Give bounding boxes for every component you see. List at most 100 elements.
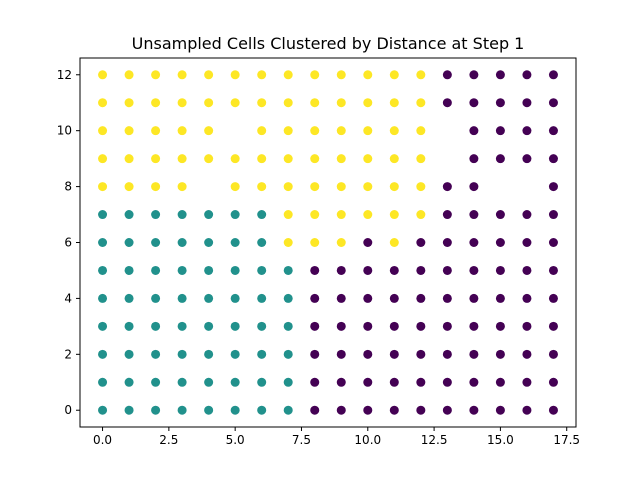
data-point-teal [257,238,267,247]
data-point-teal [151,238,161,247]
data-point-teal [204,321,214,331]
data-point-purple [495,98,505,108]
data-point-purple [389,349,399,359]
data-point-yellow [363,98,373,108]
data-point-teal [204,210,214,220]
data-point-yellow [283,126,293,136]
data-point-purple [522,293,532,303]
data-point-purple [548,126,558,136]
data-point-teal [257,377,267,387]
data-point-teal [124,238,134,247]
data-point-teal [230,265,240,275]
data-point-purple [522,238,532,247]
data-point-purple [548,182,558,192]
data-point-purple [469,377,479,387]
data-point-purple [363,293,373,303]
data-point-purple [495,70,505,80]
y-tick-label: 6 [64,236,72,250]
data-point-teal [124,349,134,359]
data-point-purple [389,405,399,415]
data-point-yellow [336,210,346,220]
data-point-yellow [336,126,346,136]
data-point-yellow [336,238,346,247]
data-point-purple [363,349,373,359]
data-point-yellow [336,154,346,164]
y-tick-label: 0 [64,403,72,417]
data-point-teal [151,265,161,275]
data-point-teal [257,265,267,275]
data-point-teal [98,293,108,303]
data-point-purple [469,98,479,108]
x-tick-label: 5.0 [226,433,245,447]
data-point-yellow [416,98,426,108]
data-point-yellow [98,98,108,108]
data-point-yellow [230,182,240,192]
data-point-teal [230,293,240,303]
data-point-purple [469,70,479,80]
data-point-purple [336,405,346,415]
data-point-teal [230,405,240,415]
data-point-teal [177,293,187,303]
data-point-purple [363,321,373,331]
data-point-teal [257,405,267,415]
data-point-purple [495,349,505,359]
data-point-purple [548,154,558,164]
data-point-yellow [416,210,426,220]
points-layer [98,70,558,415]
data-point-teal [230,321,240,331]
data-point-yellow [363,210,373,220]
data-point-yellow [151,70,161,80]
data-point-purple [363,377,373,387]
data-point-teal [204,293,214,303]
data-point-yellow [177,154,187,164]
data-point-purple [495,126,505,136]
y-tick-label: 4 [64,291,72,305]
data-point-purple [522,377,532,387]
data-point-purple [363,265,373,275]
data-point-purple [416,405,426,415]
data-point-yellow [389,182,399,192]
data-point-purple [495,321,505,331]
data-point-yellow [124,154,134,164]
data-point-purple [442,293,452,303]
data-point-teal [257,321,267,331]
data-point-yellow [310,154,320,164]
data-point-yellow [310,210,320,220]
data-point-purple [469,182,479,192]
data-point-yellow [363,154,373,164]
data-point-yellow [363,182,373,192]
data-point-purple [336,293,346,303]
data-point-yellow [151,154,161,164]
data-point-yellow [124,70,134,80]
data-point-purple [363,238,373,247]
data-point-yellow [204,70,214,80]
data-point-teal [151,293,161,303]
data-point-purple [442,377,452,387]
data-point-teal [124,321,134,331]
data-point-purple [495,210,505,220]
data-point-yellow [416,70,426,80]
data-point-purple [548,70,558,80]
data-point-purple [548,405,558,415]
data-point-teal [257,210,267,220]
data-point-purple [336,377,346,387]
data-point-teal [177,405,187,415]
data-point-purple [310,349,320,359]
data-point-purple [548,238,558,247]
plot-frame [79,57,577,428]
data-point-teal [124,293,134,303]
data-point-teal [98,321,108,331]
data-point-purple [522,210,532,220]
data-point-yellow [151,126,161,136]
data-point-purple [522,321,532,331]
data-point-purple [389,377,399,387]
data-point-teal [124,405,134,415]
data-point-yellow [177,126,187,136]
data-point-yellow [310,182,320,192]
data-point-yellow [283,70,293,80]
data-point-purple [522,70,532,80]
data-point-yellow [363,126,373,136]
data-point-purple [442,98,452,108]
data-point-yellow [204,154,214,164]
